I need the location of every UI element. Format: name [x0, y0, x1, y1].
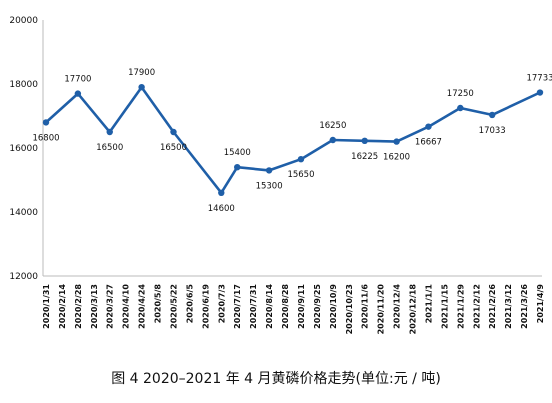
- x-tick-label-7: 2020/5/8: [154, 284, 163, 324]
- x-tick-label-26: 2021/1/29: [456, 284, 465, 329]
- x-tick-label-8: 2020/5/22: [169, 284, 178, 329]
- x-tick-label-27: 2021/2/12: [472, 284, 481, 329]
- data-point-3: [138, 84, 145, 91]
- data-label-3: 17900: [128, 68, 155, 78]
- x-tick-label-21: 2020/11/20: [377, 284, 386, 335]
- data-label-4: 16500: [160, 143, 187, 153]
- data-point-8: [297, 156, 305, 163]
- data-point-4: [170, 128, 177, 136]
- x-tick-label-20: 2020/11/6: [361, 284, 370, 329]
- data-label-9: 16250: [319, 121, 346, 131]
- data-label-7: 15300: [256, 181, 283, 191]
- data-point-5: [218, 189, 225, 196]
- figure-caption: 图 4 2020–2021 年 4 月黄磷价格走势(单位:元 / 吨): [111, 371, 441, 387]
- y-tick-label-0: 12000: [9, 272, 38, 282]
- x-tick-label-6: 2020/4/24: [138, 284, 147, 329]
- data-point-0: [42, 119, 50, 126]
- data-label-15: 17733: [526, 74, 552, 84]
- data-label-8: 15650: [287, 170, 314, 180]
- data-point-6: [234, 164, 241, 171]
- data-point-1: [74, 90, 82, 97]
- y-tick-label-4: 20000: [9, 16, 38, 26]
- x-tick-label-2: 2020/2/28: [74, 284, 83, 329]
- data-label-6: 15400: [224, 148, 251, 158]
- data-point-11: [393, 138, 400, 145]
- data-label-14: 17033: [479, 126, 506, 136]
- x-tick-label-15: 2020/8/28: [281, 284, 290, 329]
- x-tick-label-29: 2021/3/12: [504, 284, 513, 329]
- data-point-10: [361, 137, 368, 144]
- x-tick-label-31: 2021/4/9: [536, 284, 545, 324]
- x-tick-label-14: 2020/8/14: [265, 284, 274, 329]
- data-point-2: [106, 128, 113, 136]
- x-tick-label-17: 2020/9/25: [313, 284, 322, 329]
- x-tick-label-12: 2020/7/17: [233, 284, 242, 329]
- y-tick-label-3: 18000: [9, 80, 38, 90]
- data-point-14: [488, 111, 496, 119]
- x-tick-label-30: 2021/3/26: [520, 284, 529, 329]
- data-labels: 16800 17700 16500 17900 16500 14600 15400 15300…: [32, 68, 552, 214]
- data-label-2: 16500: [96, 143, 123, 153]
- data-label-5: 14600: [208, 204, 235, 214]
- data-label-12: 16667: [415, 138, 442, 148]
- data-point-13: [457, 104, 464, 112]
- x-tick-label-1: 2020/2/14: [58, 284, 67, 329]
- y-tick-label-1: 14000: [9, 208, 38, 218]
- data-point-15: [536, 89, 544, 96]
- x-tick-label-0: 2020/1/31: [42, 284, 51, 329]
- y-tick-label-2: 16000: [9, 144, 38, 154]
- x-tick-label-11: 2020/7/3: [217, 284, 226, 323]
- x-tick-label-18: 2020/10/9: [329, 284, 338, 329]
- data-label-10: 16225: [351, 152, 378, 162]
- data-markers: [42, 84, 544, 196]
- x-tick-label-22: 2020/12/4: [393, 284, 402, 329]
- x-tick-label-4: 2020/3/27: [106, 284, 115, 329]
- x-tick-label-28: 2021/2/26: [488, 284, 497, 329]
- data-label-1: 17700: [64, 75, 91, 85]
- y-tick-labels: 12000 14000 16000 18000 20000: [9, 16, 38, 282]
- x-tick-label-25: 2021/1/15: [440, 284, 449, 329]
- data-label-11: 16200: [383, 153, 410, 163]
- series-line: [44, 85, 542, 195]
- x-tick-label-10: 2020/6/19: [201, 284, 210, 329]
- data-point-12: [425, 123, 432, 130]
- data-label-0: 16800: [32, 133, 59, 143]
- x-tick-labels: 2020/1/31 2020/2/14 2020/2/28 2020/3/13 2020…: [42, 284, 545, 335]
- x-tick-label-5: 2020/4/10: [122, 284, 131, 329]
- x-tick-label-19: 2020/10/23: [345, 284, 354, 334]
- data-point-7: [265, 167, 273, 174]
- x-tick-label-24: 2021/1/1: [424, 284, 433, 324]
- x-tick-label-16: 2020/9/11: [297, 284, 306, 329]
- x-tick-label-9: 2020/6/5: [185, 284, 194, 324]
- x-tick-label-13: 2020/7/31: [249, 284, 258, 329]
- x-tick-label-23: 2020/12/18: [409, 284, 418, 335]
- x-tick-label-3: 2020/3/13: [90, 284, 99, 329]
- data-label-13: 17250: [447, 89, 474, 99]
- data-point-9: [329, 136, 337, 144]
